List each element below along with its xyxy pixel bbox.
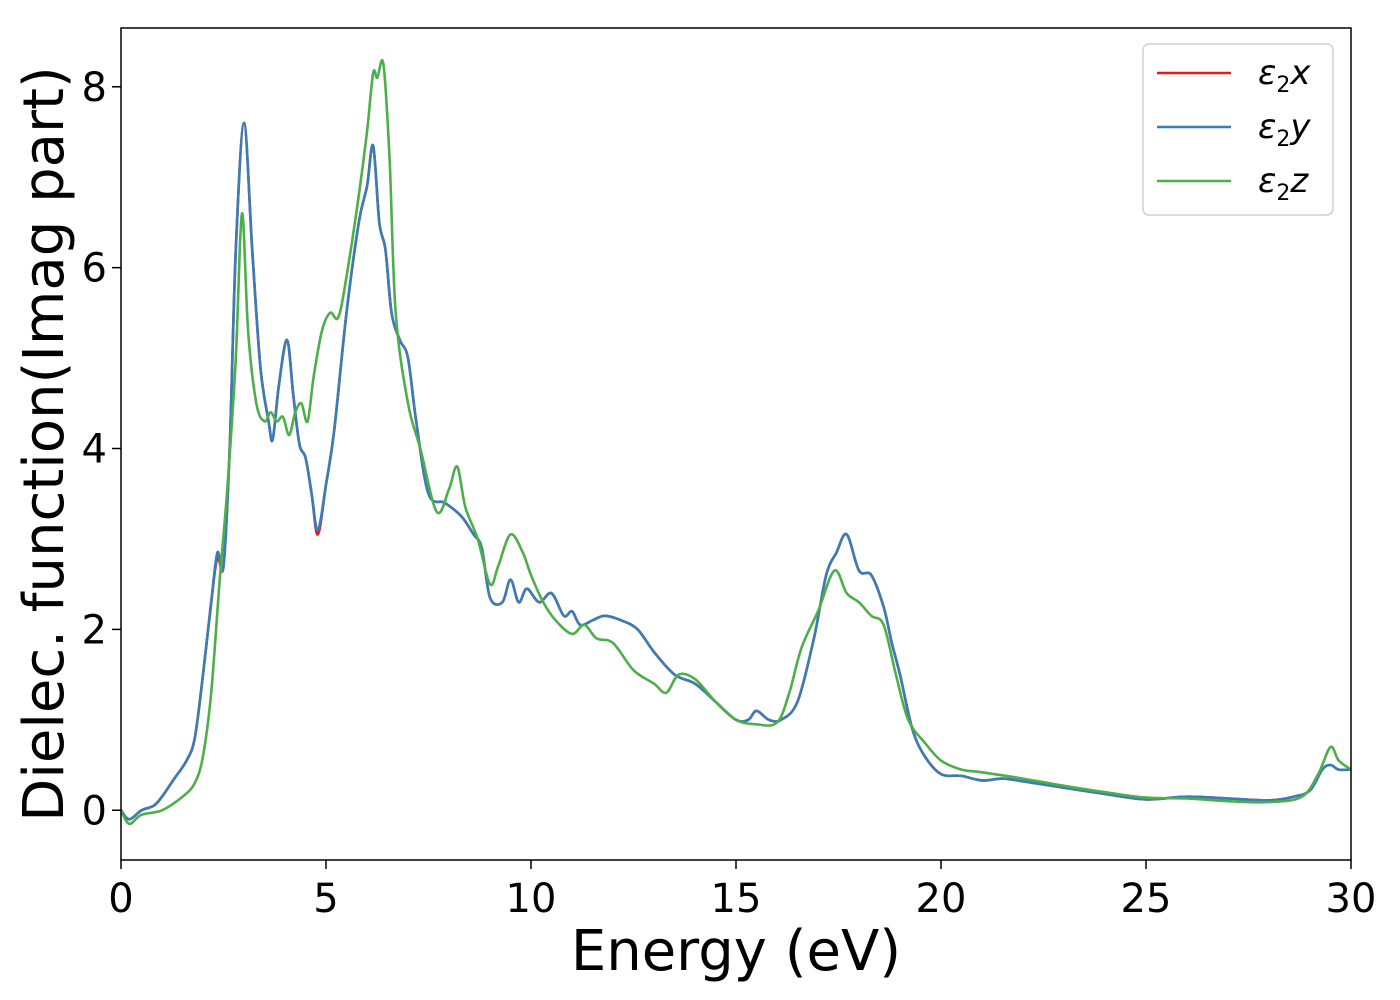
x-tick-label: 0 — [108, 876, 133, 922]
legend-label-y: ε2y — [1258, 107, 1311, 152]
series-line-z — [121, 59, 1351, 826]
x-tick-label: 25 — [1121, 876, 1172, 922]
x-tick-label: 30 — [1326, 876, 1377, 922]
x-tick-label: 10 — [506, 876, 557, 922]
legend-label-x: ε2x — [1258, 53, 1311, 98]
y-axis-title: Dielec. function(Imag part) — [12, 66, 77, 822]
y-tick-label: 2 — [82, 607, 107, 653]
legend-label-z: ε2z — [1258, 161, 1309, 206]
x-tick-label: 5 — [313, 876, 338, 922]
y-tick-label: 8 — [82, 65, 107, 111]
y-tick-label: 4 — [82, 427, 107, 473]
series-layer — [121, 59, 1351, 826]
legend-box — [1142, 43, 1334, 216]
legend: ε2x ε2y ε2z — [1142, 43, 1334, 216]
y-tick-label: 6 — [82, 246, 107, 292]
y-axis-ticks: 0 2 4 6 8 — [82, 65, 121, 834]
x-tick-label: 15 — [711, 876, 762, 922]
y-tick-label: 0 — [82, 788, 107, 834]
x-axis-title: Energy (eV) — [571, 919, 901, 984]
series-line-y — [121, 121, 1351, 821]
x-axis-ticks: 0 5 10 15 20 25 30 — [108, 860, 1376, 922]
x-tick-label: 20 — [916, 876, 967, 922]
